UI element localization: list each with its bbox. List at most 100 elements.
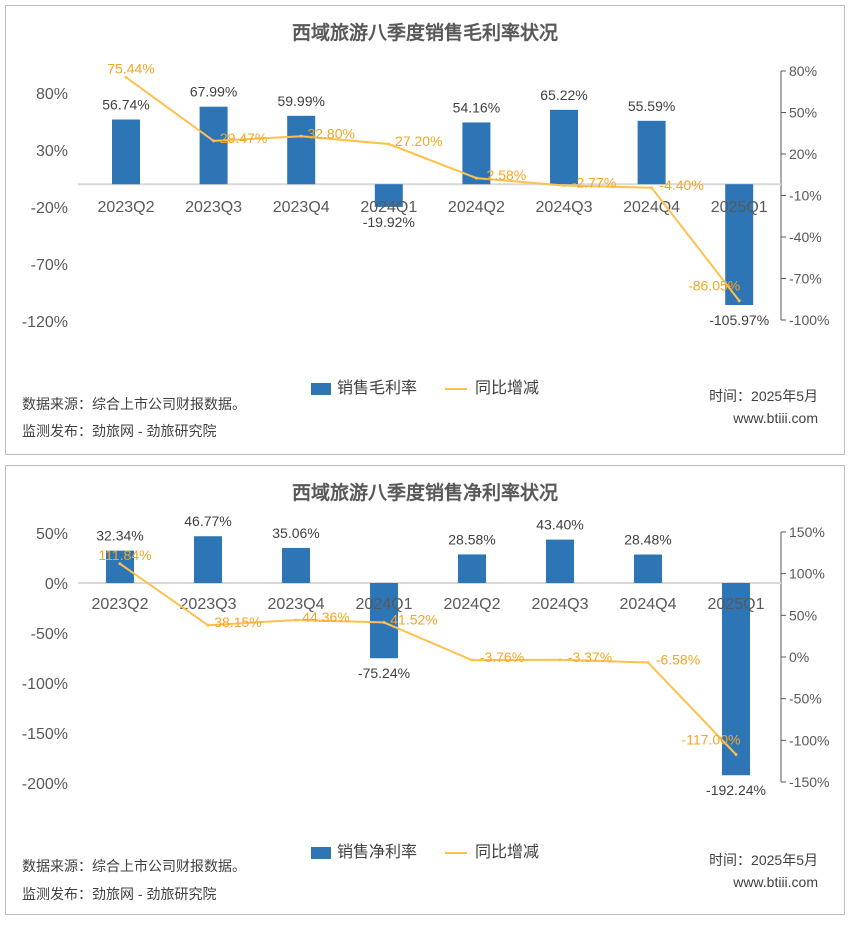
bar [550,109,578,185]
yoy-data-label: 38.15% [214,614,261,630]
legend: 销售净利率 同比增减 [6,838,844,862]
legend-swatch-bar [310,846,331,859]
left-axis-tick-label: 30% [36,143,68,160]
left-axis-tick-label: -100% [22,676,68,693]
yoy-data-label: -6.58% [656,651,700,667]
left-axis-tick-label: -150% [22,726,68,743]
site-note: www.btiii.com [733,874,818,890]
bar [546,539,574,583]
right-axis-tick-label: -100% [789,312,829,328]
right-axis-tick-label: 150% [789,524,825,540]
yoy-data-label: 111.84% [98,547,151,563]
bar-data-label: 55.59% [628,98,675,114]
yoy-point [650,186,654,190]
bar [725,184,754,306]
category-tick-label: 2025Q1 [711,199,768,216]
bar-data-label: -75.24% [358,665,410,681]
legend-swatch-line [445,851,467,854]
bar-data-label: -19.92% [363,214,415,230]
yoy-point [124,75,128,79]
bar-data-label: 54.16% [453,99,500,115]
bar-data-label: 65.22% [540,87,587,103]
bar [199,106,228,185]
gross-margin-chart: 80% 30% -20% -70% -120% 80% 50% 20% -10% -40% -70%… [5,5,845,455]
yoy-point [470,658,474,662]
left-axis-tick-label: -20% [31,200,68,217]
left-axis-tick-label: -50% [31,626,68,643]
category-tick-label: 2024Q4 [623,199,680,216]
category-tick-label: 2023Q2 [98,199,155,216]
bar [637,120,666,185]
left-axis-tick-label: 80% [36,86,68,103]
category-tick-label: 2024Q2 [444,596,501,613]
bar [374,184,403,207]
legend-swatch-bar [310,382,331,395]
right-axis-tick-label: 50% [789,607,817,623]
source-note: 数据来源：综合上市公司财报数据。 [22,858,246,874]
bar [370,583,398,659]
category-tick-label: 2023Q3 [180,596,237,613]
category-tick-label: 2023Q3 [185,199,242,216]
bar-data-label: 43.40% [536,517,583,533]
bar [458,554,486,583]
yoy-line [125,76,740,302]
yoy-data-label: 75.44% [107,60,154,76]
left-axis-tick-label: 0% [45,576,68,593]
chart-plot: 80% 30% -20% -70% -120% 80% 50% 20% -10% -40% -70%… [22,60,830,331]
bar [722,583,750,776]
right-axis-tick-label: 20% [789,146,817,162]
yoy-point [387,142,391,146]
bar-data-label: 32.34% [96,528,143,544]
category-tick-label: 2023Q2 [92,596,149,613]
bar-data-label: -105.97% [709,312,769,328]
legend-label: 销售毛利率 [336,380,417,397]
yoy-point [118,562,122,566]
yoy-point [212,139,216,143]
legend-swatch-line [445,387,467,390]
date-note: 时间：2025年5月 [709,852,818,868]
yoy-point [294,618,298,622]
bar-data-label: 56.74% [102,97,149,113]
bar-data-label: 28.58% [448,531,495,547]
bar-data-label: 46.77% [184,513,231,529]
right-axis-tick-label: -70% [789,271,822,287]
yoy-data-label: 44.36% [302,609,349,625]
yoy-data-label: 41.52% [390,611,437,627]
legend-label: 同比增减 [475,380,540,397]
yoy-point [734,753,738,756]
yoy-point [299,134,303,138]
legend-item-bar: 销售净利率 [310,838,417,862]
yoy-point [737,299,741,303]
source-note: 数据来源：综合上市公司财报数据。 [22,396,246,412]
category-tick-label: 2024Q1 [356,596,413,613]
yoy-data-label: 27.20% [395,133,442,149]
legend-label: 销售净利率 [336,844,417,861]
category-tick-label: 2024Q2 [448,199,505,216]
legend-item-line: 同比增减 [445,838,539,862]
right-axis-tick-label: -40% [789,229,822,245]
bar [287,115,316,185]
bar [634,554,662,583]
right-axis-tick-label: -50% [789,691,822,707]
date-note: 时间：2025年5月 [709,388,818,404]
bar [194,536,222,583]
yoy-data-label: -4.40% [659,177,703,193]
yoy-point [474,176,478,180]
yoy-data-label: 29.47% [220,130,267,146]
category-tick-label: 2024Q3 [532,596,589,613]
legend-item-bar: 销售毛利率 [310,374,417,398]
bar [106,550,134,583]
left-axis-tick-label: -200% [22,776,68,793]
category-tick-label: 2024Q3 [536,199,593,216]
yoy-point [562,183,566,187]
bar-data-label: 67.99% [190,84,237,100]
left-axis-tick-label: -70% [31,257,68,274]
right-axis-tick-label: -100% [789,732,829,748]
net-margin-chart: 50% 0% -50% -100% -150% -200% 150% 100% 50% 0% -50… [5,465,845,915]
yoy-data-label: 2.58% [487,167,527,183]
category-tick-label: 2024Q1 [360,199,417,216]
yoy-point [206,623,210,627]
bar [112,119,140,185]
yoy-data-label: -2.77% [572,174,616,190]
publisher-note: 监测发布：劲旅网 - 劲旅研究院 [22,886,217,902]
